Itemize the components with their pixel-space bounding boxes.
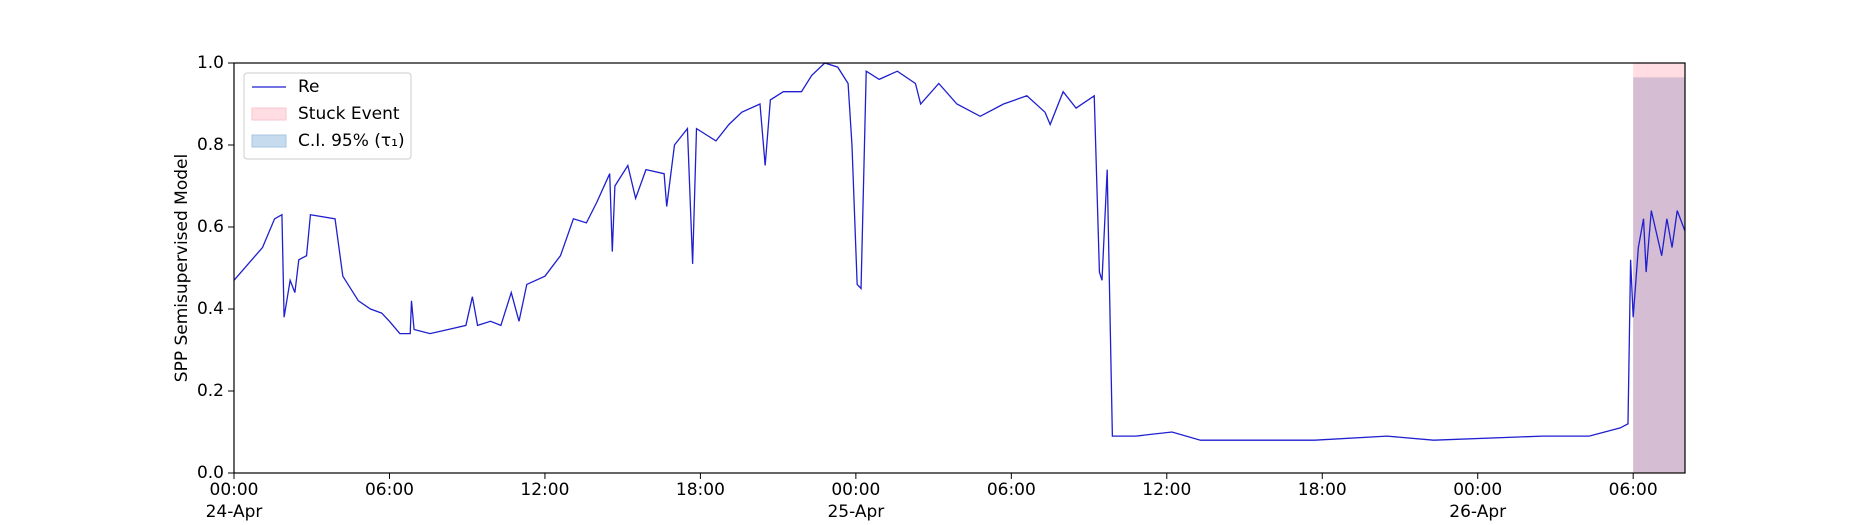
- legend-label: Stuck Event: [298, 104, 400, 124]
- x-tick-label: 18:00: [1298, 480, 1347, 500]
- x-tick-label: 18:00: [676, 480, 725, 500]
- y-tick-label: 0.6: [197, 217, 224, 237]
- x-tick-label: 00:00 25-Apr: [827, 480, 884, 522]
- x-tick-label: 12:00: [1142, 480, 1191, 500]
- legend-patch: [251, 107, 287, 121]
- x-tick-label: 00:00 26-Apr: [1449, 480, 1506, 522]
- plot-frame: [233, 62, 1686, 474]
- legend-label: C.I. 95% (τ₁): [298, 131, 405, 151]
- x-tick-label: 12:00: [520, 480, 569, 500]
- y-tick-label: 0.4: [197, 299, 224, 319]
- legend-patch: [251, 134, 287, 148]
- x-tick-label: 06:00: [1609, 480, 1658, 500]
- y-tick-label: 0.2: [197, 381, 224, 401]
- y-axis-label: SPP Semisupervised Model: [172, 154, 192, 382]
- legend-label: Re: [298, 77, 320, 97]
- y-tick-label: 0.0: [197, 463, 224, 483]
- y-tick-label: 1.0: [197, 53, 224, 73]
- x-tick-label: 06:00: [987, 480, 1036, 500]
- y-tick-label: 0.8: [197, 135, 224, 155]
- span: [1633, 77, 1685, 473]
- series-line: [233, 62, 1686, 441]
- x-tick-label: 06:00: [365, 480, 414, 500]
- legend: Re Stuck Event C.I. 95% (τ₁): [243, 72, 412, 160]
